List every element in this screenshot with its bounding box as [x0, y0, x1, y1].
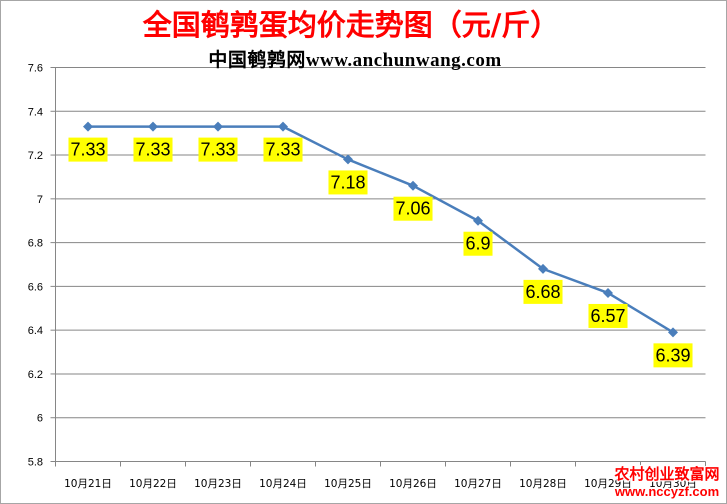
- data-label-text: 6.57: [590, 306, 625, 326]
- chart-title: 全国鹌鹑蛋均价走势图（元/斤）: [142, 8, 560, 42]
- data-label-background: [133, 137, 173, 162]
- y-tick-label: 6.4: [28, 325, 43, 337]
- data-label-text: 7.33: [265, 140, 300, 160]
- data-label: 6.39: [653, 343, 693, 368]
- y-tick-label: 6: [37, 413, 43, 425]
- series-line: [88, 125, 674, 334]
- data-point: [83, 121, 93, 132]
- data-points: [83, 121, 678, 338]
- y-tick-label: 7: [37, 194, 43, 206]
- data-label-text: 7.33: [70, 140, 105, 160]
- data-label: 7.06: [393, 196, 433, 221]
- data-point: [538, 263, 548, 274]
- watermark-name: 农村创业致富网: [614, 465, 720, 483]
- data-label-text: 6.68: [525, 282, 560, 302]
- axes: 7.6 7.4 7.2 7 6.8 6.6 6.4 6.2 6 5.8 10月21日 10月22日 10…: [28, 63, 706, 490]
- data-label: 6.57: [588, 303, 628, 328]
- data-point: [603, 287, 613, 298]
- data-label-background: [328, 170, 368, 195]
- data-label-background: [393, 196, 433, 221]
- chart-subtitle: 中国鹌鹑网www.anchunwang.com: [208, 50, 502, 71]
- x-tick-label: 10月27日: [454, 478, 502, 490]
- data-point: [213, 121, 223, 132]
- data-label: 7.33: [68, 137, 108, 162]
- x-tick-label: 10月29日: [584, 478, 632, 490]
- data-point: [343, 154, 353, 165]
- data-label: 7.33: [198, 137, 238, 162]
- y-tick-label: 6.6: [28, 281, 43, 293]
- y-tick-label: 6.2: [28, 369, 43, 381]
- x-tick-label: 10月30日: [649, 478, 697, 490]
- y-tick-label: 7.6: [28, 63, 43, 75]
- data-label-text: 7.18: [330, 172, 365, 192]
- data-label: 7.33: [133, 137, 173, 162]
- data-label-background: [588, 303, 628, 328]
- data-label-background: [523, 279, 563, 304]
- data-label-background: [198, 137, 238, 162]
- data-point: [278, 121, 288, 132]
- data-label-text: 7.06: [395, 199, 430, 219]
- x-tick-label: 10月28日: [519, 478, 567, 490]
- x-tick-label: 10月23日: [194, 478, 242, 490]
- x-tick-label: 10月26日: [389, 478, 437, 490]
- watermark-logo: 农村创业致富网 www.nccyzf.com: [611, 464, 723, 500]
- y-tick-label: 7.2: [28, 150, 43, 162]
- data-label-background: [68, 137, 108, 162]
- data-label: 6.68: [523, 279, 563, 304]
- watermark-url: www.nccyzf.com: [614, 484, 720, 499]
- y-tick-label: 6.8: [28, 238, 43, 250]
- data-label: 7.18: [328, 170, 368, 195]
- data-label: 7.33: [263, 137, 303, 162]
- x-tick-label: 10月22日: [129, 478, 177, 490]
- data-point: [408, 180, 418, 191]
- data-label-text: 6.39: [655, 345, 690, 365]
- data-label-text: 7.33: [200, 140, 235, 160]
- x-tick-label: 10月25日: [324, 478, 372, 490]
- data-point: [473, 215, 483, 226]
- data-label-background: [653, 343, 693, 368]
- data-point: [668, 327, 678, 338]
- x-tick-label: 10月21日: [64, 478, 112, 490]
- data-label-background: [463, 231, 493, 256]
- x-tick-label: 10月24日: [259, 478, 307, 490]
- gridlines: [55, 67, 706, 419]
- data-label-text: 6.9: [465, 234, 490, 254]
- data-label-background: [263, 137, 303, 162]
- data-label-text: 7.33: [135, 140, 170, 160]
- y-tick-label: 5.8: [28, 457, 43, 469]
- data-label: 6.9: [463, 231, 493, 256]
- y-tick-label: 7.4: [28, 106, 43, 118]
- data-point: [148, 121, 158, 132]
